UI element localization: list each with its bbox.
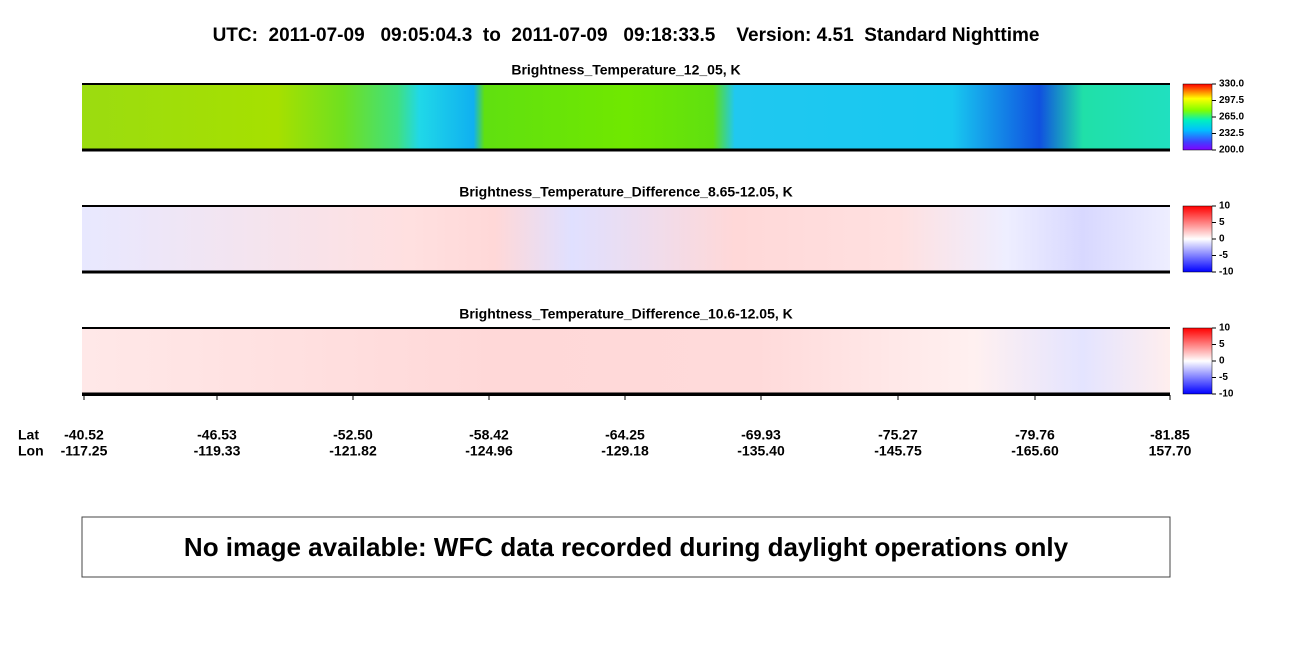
colorbar-tick-label: 330.0 [1219,79,1244,90]
panel-title: Brightness_Temperature_Difference_8.65-1… [459,184,793,200]
lat-value: -52.50 [333,427,373,443]
colorbar-tick-label: 0 [1219,356,1225,367]
colorbar-tick-label: 200.0 [1219,145,1244,156]
lat-value: -75.27 [878,427,918,443]
colorbar-tick-label: 5 [1219,217,1225,228]
lat-value: -81.85 [1150,427,1190,443]
lon-value: -145.75 [874,443,922,459]
lon-value: -119.33 [194,443,241,459]
panel-image [82,84,1170,150]
title: UTC: 2011-07-09 09:05:04.3 to 2011-07-09… [213,25,1040,46]
lat-label: Lat [18,427,39,443]
colorbar-tick-label: 0 [1219,234,1225,245]
lat-value: -40.52 [64,427,104,443]
colorbar-tick-label: -5 [1219,372,1228,383]
colorbar-tick-label: 265.0 [1219,112,1244,123]
message: No image available: WFC data recorded du… [184,532,1069,562]
colorbar-tick-label: -10 [1219,267,1234,278]
lat-value: -69.93 [741,427,781,443]
lon-value: -121.82 [329,443,377,459]
colorbar-tick-label: -10 [1219,389,1234,400]
panel-image [82,206,1170,272]
lon-value: -129.18 [601,443,649,459]
colorbar-tick-label: -5 [1219,250,1228,261]
colorbar [1182,205,1213,273]
panel-title: Brightness_Temperature_Difference_10.6-1… [459,306,793,322]
colorbar [1182,83,1213,151]
lon-value: -124.96 [465,443,513,459]
colorbar [1182,327,1213,395]
panel-title: Brightness_Temperature_12_05, K [511,62,740,78]
lon-value: -135.40 [737,443,785,459]
colorbar-tick-label: 5 [1219,339,1225,350]
lon-value: -165.60 [1011,443,1059,459]
lat-value: -64.25 [605,427,645,443]
lon-value: -117.25 [61,443,108,459]
message-box [81,516,1171,578]
colorbar-tick-label: 10 [1219,323,1231,334]
lat-value: -79.76 [1015,427,1055,443]
lon-value: 157.70 [1149,443,1192,459]
colorbar-tick-label: 10 [1219,201,1231,212]
panel-image [82,328,1170,394]
lat-value: -46.53 [197,427,237,443]
lat-value: -58.42 [469,427,509,443]
colorbar-tick-label: 232.5 [1219,128,1244,139]
colorbar-tick-label: 297.5 [1219,95,1244,106]
lon-label: Lon [18,443,44,459]
